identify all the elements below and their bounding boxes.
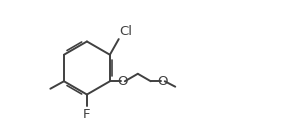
- Text: F: F: [83, 108, 91, 121]
- Text: O: O: [118, 75, 128, 88]
- Text: Cl: Cl: [119, 25, 132, 38]
- Text: O: O: [158, 75, 168, 88]
